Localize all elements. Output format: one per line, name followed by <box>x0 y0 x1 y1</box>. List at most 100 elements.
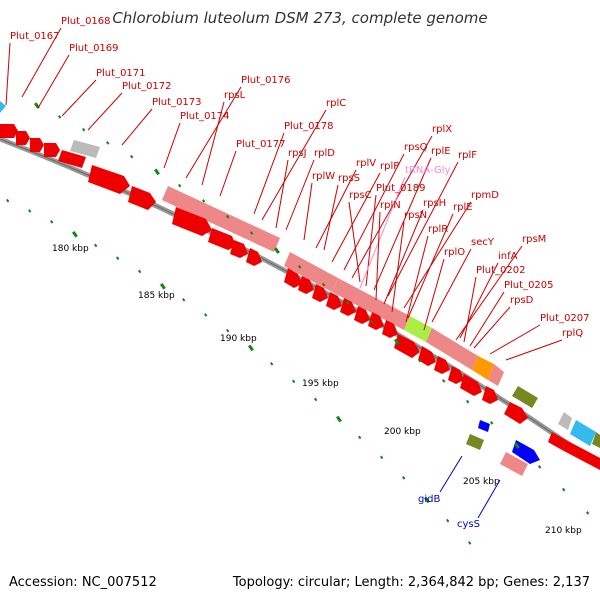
gene-feature[interactable] <box>162 186 280 252</box>
gene-feature[interactable] <box>298 276 314 294</box>
gene-label[interactable]: Plut_0168 <box>61 16 111 27</box>
kbp-tick-label: 195 kbp <box>302 379 339 389</box>
gene-label[interactable]: rpsL <box>224 90 246 101</box>
gene-label[interactable]: secY <box>471 237 495 248</box>
gene-feature[interactable] <box>482 386 498 404</box>
tick-mark <box>336 415 342 423</box>
gene-label[interactable]: rpsQ <box>404 142 428 153</box>
gene-label[interactable]: rplE <box>453 202 473 213</box>
gene-label[interactable]: Plut_0202 <box>476 265 526 276</box>
gene-label[interactable]: rpsH <box>423 198 446 209</box>
gene-feature[interactable] <box>404 316 432 342</box>
gene-feature[interactable] <box>0 124 18 138</box>
leader-line <box>359 176 406 289</box>
gene-feature[interactable] <box>0 101 6 113</box>
gene-label[interactable]: rpsN <box>404 210 427 221</box>
gene-feature[interactable] <box>312 284 328 302</box>
tick-mark <box>94 243 98 248</box>
gene-label[interactable]: rplW <box>312 171 335 182</box>
gene-label[interactable]: Plut_0174 <box>180 111 230 122</box>
gene-feature[interactable] <box>418 346 436 366</box>
gene-feature[interactable] <box>44 143 60 157</box>
gene-label[interactable]: Plut_0177 <box>236 139 286 150</box>
gene-feature[interactable] <box>472 356 494 380</box>
gene-feature[interactable] <box>570 420 596 446</box>
gene-feature[interactable] <box>504 402 528 424</box>
gene-label[interactable]: Plut_0169 <box>69 43 119 54</box>
kbp-tick-label: 210 kbp <box>545 526 582 536</box>
gene-feature[interactable] <box>592 432 600 448</box>
gene-label[interactable]: rplV <box>356 158 376 169</box>
gene-feature[interactable] <box>466 434 484 450</box>
gene-feature[interactable] <box>394 334 420 358</box>
gene-feature[interactable] <box>434 356 450 374</box>
gene-feature[interactable] <box>558 412 572 430</box>
gene-label[interactable]: rpsC <box>349 190 372 201</box>
gene-feature[interactable] <box>172 207 212 236</box>
gene-feature[interactable] <box>562 440 600 470</box>
gene-feature[interactable] <box>548 432 566 450</box>
tick-mark <box>514 442 520 449</box>
gene-feature[interactable] <box>70 140 100 158</box>
gene-label[interactable]: rplC <box>326 98 346 109</box>
gene-label[interactable]: Plut_0205 <box>504 280 554 291</box>
gene-label[interactable]: rpmD <box>471 190 499 201</box>
gene-label[interactable]: rplX <box>432 124 452 135</box>
gene-feature[interactable] <box>368 312 384 330</box>
gene-label[interactable]: rplO <box>444 247 465 258</box>
gene-feature[interactable] <box>208 228 236 250</box>
tick-mark <box>394 338 400 346</box>
gene-label[interactable]: Plut_0189 <box>376 183 426 194</box>
gene-label[interactable]: Plut_0171 <box>96 68 146 79</box>
gene-label[interactable]: rplR <box>428 224 448 235</box>
gene-label[interactable]: rpsS <box>338 173 360 184</box>
gene-feature[interactable] <box>16 131 30 145</box>
gene-feature[interactable] <box>460 374 482 396</box>
gene-label[interactable]: rplF <box>458 150 477 161</box>
gene-feature[interactable] <box>382 320 398 338</box>
gene-feature[interactable] <box>128 186 156 210</box>
gene-feature[interactable] <box>88 165 130 194</box>
tick-mark <box>6 198 10 203</box>
gene-feature[interactable] <box>488 364 504 386</box>
gene-feature[interactable] <box>512 386 538 408</box>
tick-mark <box>370 319 374 324</box>
gene-label[interactable]: rplN <box>380 200 401 211</box>
tick-mark <box>58 115 62 119</box>
gene-feature[interactable] <box>284 268 302 288</box>
gene-label[interactable]: Plut_0176 <box>241 75 291 86</box>
gene-feature[interactable] <box>426 328 478 370</box>
gene-feature[interactable] <box>478 420 490 432</box>
gene-features <box>0 101 600 470</box>
gene-feature[interactable] <box>354 306 370 324</box>
gene-feature[interactable] <box>448 366 464 384</box>
gene-label[interactable]: Plut_0207 <box>540 313 590 324</box>
gene-feature[interactable] <box>230 240 248 258</box>
gene-label[interactable]: rpsJ <box>288 148 307 159</box>
gene-label[interactable]: rplE <box>431 146 451 157</box>
leader-line <box>489 324 541 355</box>
gene-feature[interactable] <box>284 252 338 292</box>
gene-feature[interactable] <box>340 298 356 316</box>
gene-feature[interactable] <box>30 138 44 152</box>
leader-line <box>323 184 339 251</box>
gene-label[interactable]: rplP <box>380 161 399 172</box>
gene-label[interactable]: Plut_0167 <box>10 31 60 42</box>
gene-label[interactable]: infA <box>498 251 518 262</box>
gene-feature[interactable] <box>332 278 410 330</box>
gene-label[interactable]: rplQ <box>562 328 583 339</box>
gene-label[interactable]: rpsD <box>510 295 534 306</box>
gene-feature[interactable] <box>58 150 86 168</box>
gene-feature[interactable] <box>246 248 262 266</box>
gene-label[interactable]: Plut_0172 <box>122 81 172 92</box>
gene-label[interactable]: rpsM <box>522 234 546 245</box>
gene-label[interactable]: cysS <box>457 519 480 530</box>
gene-feature[interactable] <box>500 452 528 476</box>
gene-label[interactable]: gidB <box>418 494 440 505</box>
gene-label[interactable]: Plut_0178 <box>284 121 334 132</box>
gene-label[interactable]: Plut_0173 <box>152 97 202 108</box>
gene-label[interactable]: rplD <box>314 148 335 159</box>
gene-label[interactable]: tRNA-Gly <box>405 165 450 176</box>
gene-feature[interactable] <box>326 292 342 310</box>
